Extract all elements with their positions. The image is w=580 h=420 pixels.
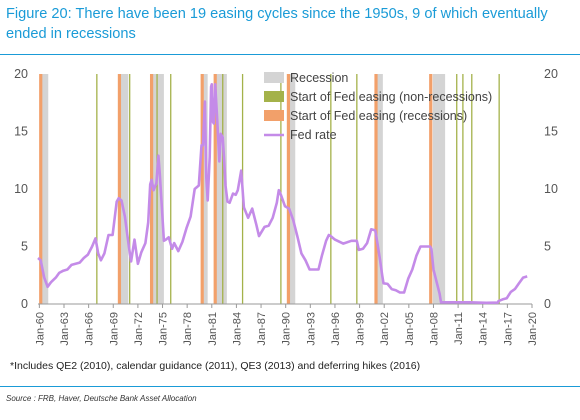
recession-band xyxy=(203,74,208,304)
easing-start-line-recession xyxy=(213,74,217,304)
x-tick-label: Jan-60 xyxy=(34,312,46,346)
x-tick-label: Jan-69 xyxy=(108,312,120,346)
y-tick-label-left: 15 xyxy=(14,125,28,139)
legend-swatch-easing-non-recession xyxy=(264,91,284,102)
x-tick-label: Jan-72 xyxy=(133,312,145,346)
y-tick-label-left: 10 xyxy=(14,182,28,196)
x-tick-label: Jan-99 xyxy=(355,312,367,346)
x-tick-label: Jan-84 xyxy=(231,312,243,346)
easing-start-line-recession xyxy=(286,74,291,304)
recession-band xyxy=(120,74,129,304)
legend-label: Recession xyxy=(290,71,348,85)
recession-band xyxy=(215,74,227,304)
x-tick-label: Jan-96 xyxy=(330,312,342,346)
recession-band xyxy=(432,74,446,304)
legend-swatch-easing-recession xyxy=(264,110,284,121)
easing-start-line-recession xyxy=(429,74,433,304)
x-tick-label: Jan-17 xyxy=(502,312,514,346)
easing-start-line-recession xyxy=(200,74,204,304)
x-tick-label: Jan-63 xyxy=(59,312,71,346)
legend-label: Start of Fed easing (non-recessions) xyxy=(290,90,492,104)
easing-start-line-recession xyxy=(117,74,122,304)
x-tick-label: Jan-87 xyxy=(256,312,268,346)
legend-label: Start of Fed easing (recessions) xyxy=(290,109,467,123)
x-tick-label: Jan-02 xyxy=(379,312,391,346)
title-divider xyxy=(0,54,580,55)
y-tick-label-right: 15 xyxy=(544,125,558,139)
recession-band xyxy=(41,74,49,304)
recession-bands xyxy=(41,74,446,304)
recession-band xyxy=(289,74,296,304)
x-tick-label: Jan-08 xyxy=(428,312,440,346)
x-tick-label: Jan-66 xyxy=(84,312,96,346)
chart-legend: Recession Start of Fed easing (non-recess… xyxy=(264,71,492,142)
footer-divider xyxy=(0,386,580,387)
source-note: Source : FRB, Haver, Deutsche Bank Asset… xyxy=(6,394,197,403)
fed-rate-series xyxy=(37,83,528,305)
recession-band xyxy=(377,74,383,304)
y-tick-label-right: 5 xyxy=(544,240,551,254)
y-tick-label-right: 20 xyxy=(544,67,558,81)
figure-title: Figure 20: There have been 19 easing cyc… xyxy=(6,6,548,42)
y-tick-label-right: 0 xyxy=(544,297,551,311)
x-tick-label: Jan-75 xyxy=(158,312,170,346)
fed-rate-line xyxy=(37,83,528,305)
x-tick-label: Jan-11 xyxy=(453,312,465,345)
footnote: *Includes QE2 (2010), calendar guidance … xyxy=(10,360,421,372)
fed-rate-chart: 0 0 5 5 10 10 15 15 20 20 Jan-60 Jan-63 Jan-66 Jan-69… xyxy=(14,67,558,346)
x-tick-label: Jan-78 xyxy=(182,312,194,346)
legend-label: Fed rate xyxy=(290,128,337,142)
x-tick-label: Jan-93 xyxy=(305,312,317,346)
easing-start-line-recession xyxy=(374,74,378,304)
easing-start-line-recession xyxy=(149,74,154,304)
y-tick-label-right: 10 xyxy=(544,182,558,196)
axes: 0 0 5 5 10 10 15 15 20 20 Jan-60 Jan-63 Jan-66 Jan-69… xyxy=(14,67,558,346)
recession-band xyxy=(152,74,164,304)
y-tick-label-left: 20 xyxy=(14,67,28,81)
y-tick-label-left: 0 xyxy=(21,297,28,311)
y-tick-label-left: 5 xyxy=(21,240,28,254)
x-tick-label: Jan-20 xyxy=(527,312,539,346)
easing-start-line-recession xyxy=(39,74,43,304)
x-tick-label: Jan-81 xyxy=(207,312,219,346)
x-tick-label: Jan-14 xyxy=(478,312,490,346)
x-tick-label: Jan-05 xyxy=(404,312,416,346)
x-tick-label: Jan-90 xyxy=(281,312,293,346)
legend-swatch-recession xyxy=(264,72,284,83)
